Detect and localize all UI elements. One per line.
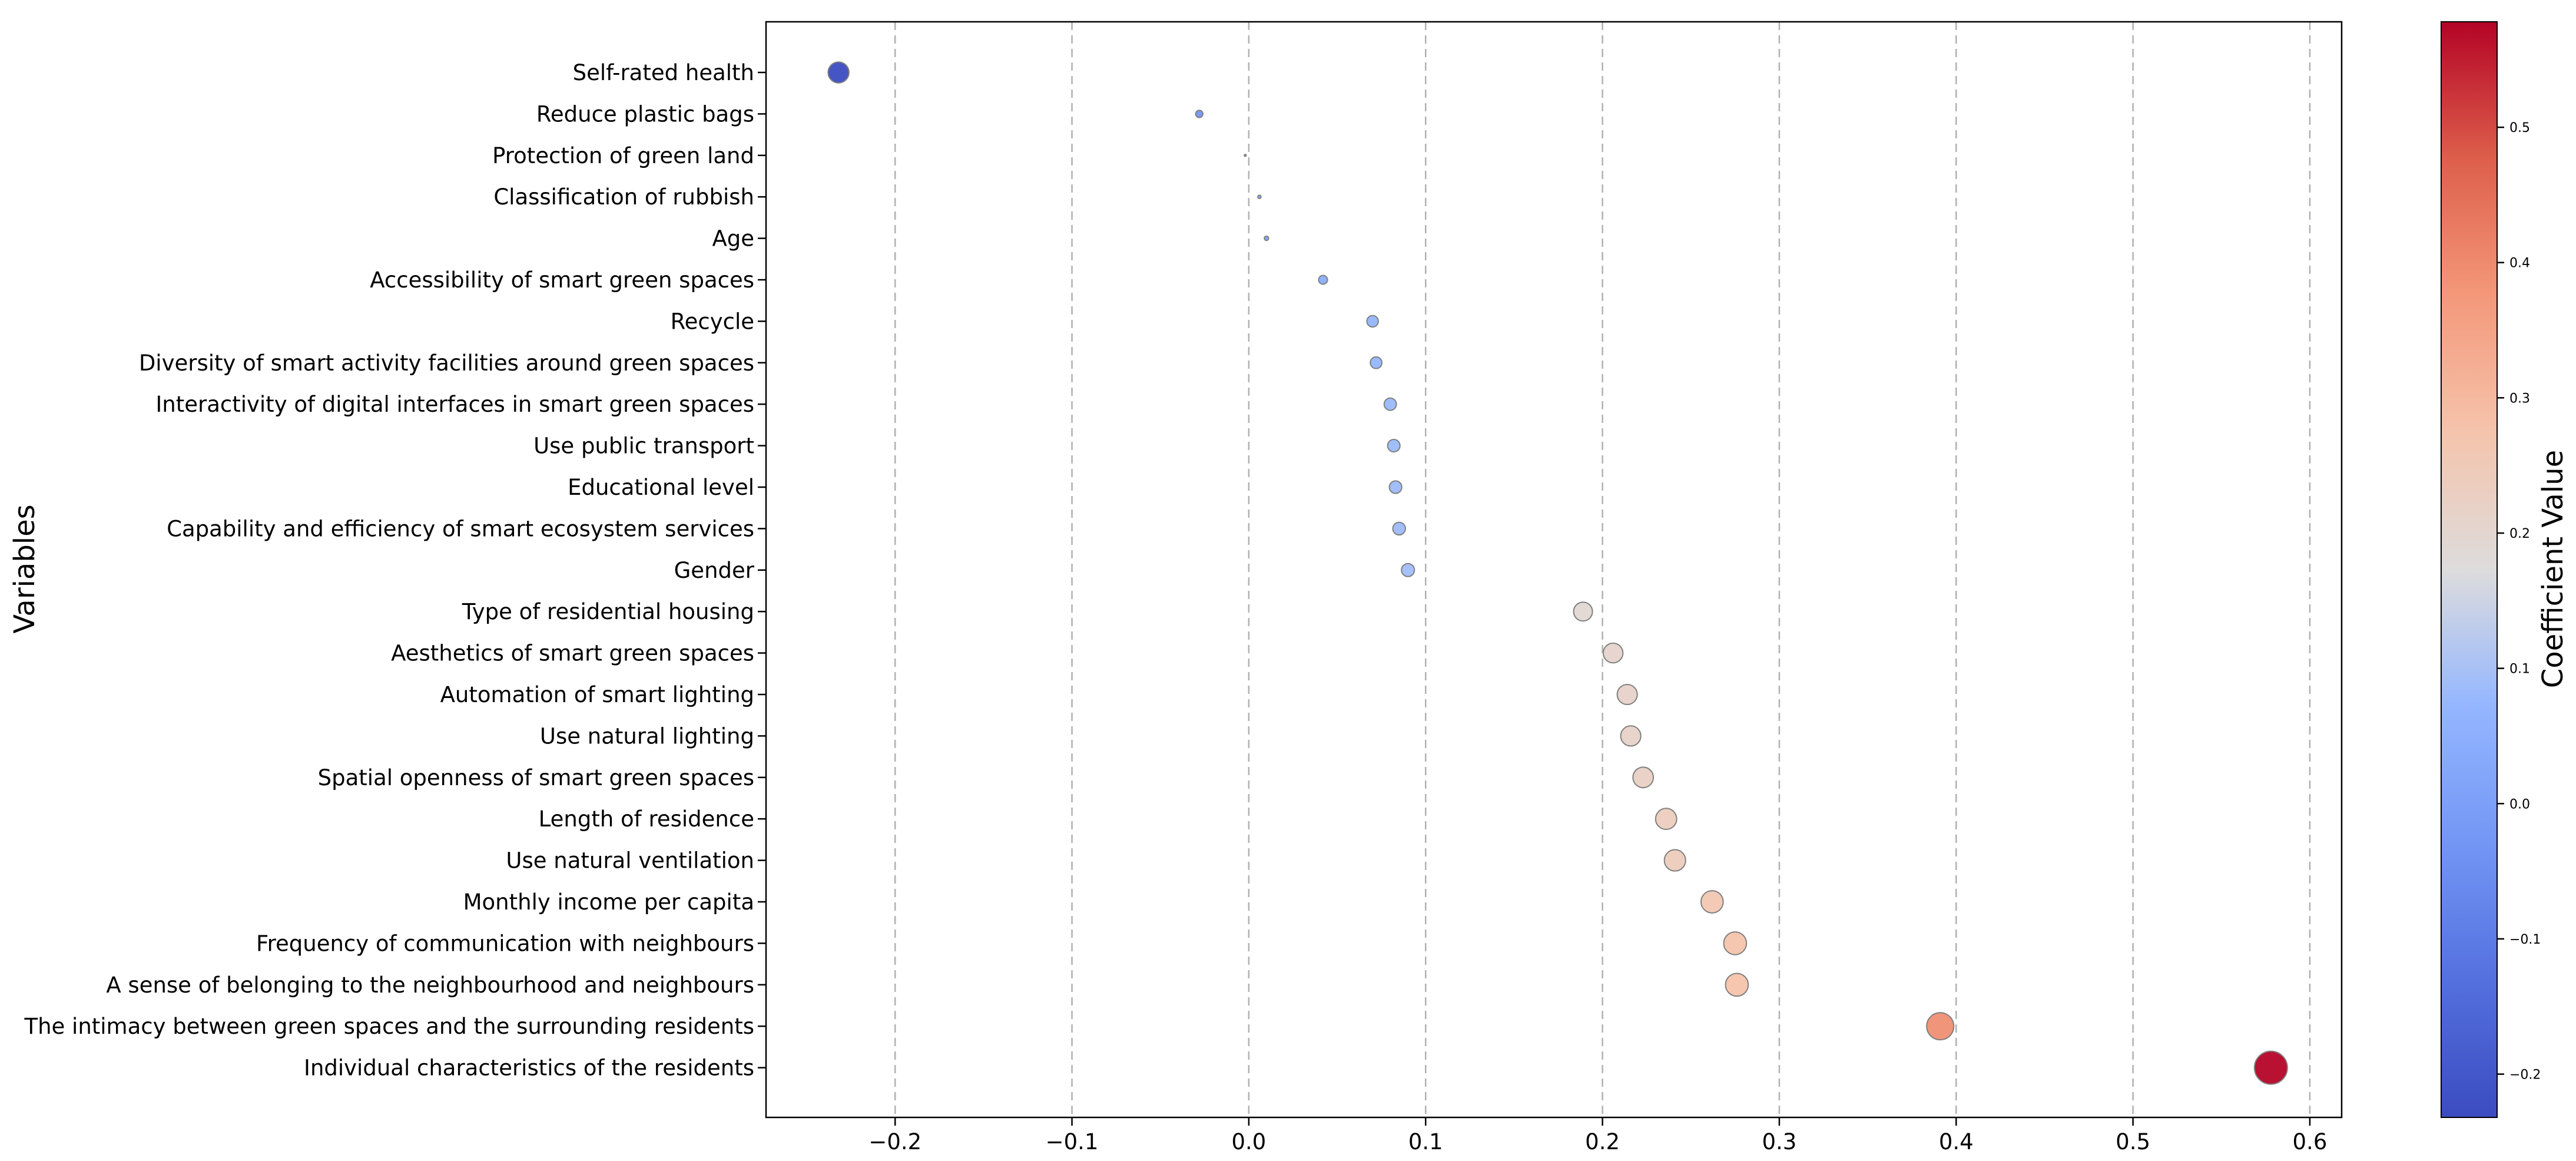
data-point [1370,356,1383,369]
data-point [1663,849,1686,872]
y-tick-label: Educational level [568,475,754,500]
data-point [1926,1012,1955,1041]
colorbar-tick-label: 0.5 [2509,121,2530,135]
x-tick-label: 0.0 [1231,1129,1266,1155]
y-tick-label: The intimacy between green spaces and th… [24,1014,754,1039]
y-tick-label: Length of residence [539,806,754,832]
x-tick-label: 0.4 [1939,1129,1974,1155]
data-point [1392,521,1406,536]
y-tick-label: Age [712,226,754,252]
x-gridlines [894,22,2311,1117]
y-tick-label: Individual characteristics of the reside… [304,1056,754,1081]
colorbar-tick-label: −0.1 [2509,932,2541,947]
data-point [2253,1050,2288,1085]
y-tick-label: Protection of green land [492,143,754,168]
x-tick-label: 0.2 [1585,1129,1620,1155]
y-tick-label: Spatial openness of smart green spaces [318,765,754,790]
data-point [1573,601,1593,622]
y-axis-ticks: Self-rated health Reduce plastic bags Prot… [24,60,766,1081]
y-tick-label: Recycle [671,309,754,334]
data-point [1383,397,1397,411]
y-tick-label: A sense of belonging to the neighbourhoo… [106,973,754,998]
data-point [1366,315,1379,328]
y-tick-label: Type of residential housing [462,599,754,624]
data-point [1620,725,1642,747]
colorbar-tick-label: 0.2 [2509,527,2530,541]
colorbar-tick-label: 0.4 [2509,256,2530,271]
data-point [1725,973,1749,997]
data-point [1700,890,1724,914]
y-tick-label: Self-rated health [573,60,754,85]
data-point [827,61,850,84]
x-tick-label: −0.2 [868,1129,921,1155]
x-tick-label: −0.1 [1046,1129,1099,1155]
y-tick-label: Monthly income per capita [463,889,754,915]
y-tick-label: Use natural ventilation [506,848,754,874]
data-point [1257,194,1262,200]
data-point [1602,642,1624,664]
data-point [1632,766,1655,789]
y-tick-label: Automation of smart lighting [440,682,754,707]
y-tick-label: Gender [674,558,755,583]
colorbar-tick-label: −0.2 [2509,1068,2541,1083]
x-tick-label: 0.6 [2293,1129,2328,1155]
data-point [1264,235,1269,242]
x-axis-ticks: −0.2 −0.1 0.0 0.1 0.2 0.3 0.4 0.5 0.6 [868,1117,2327,1155]
x-tick-label: 0.5 [2116,1129,2150,1155]
colorbar-gradient [2441,21,2498,1118]
colorbar-label: Coefficient Value [2537,450,2570,688]
colorbar-tick-label: 0.1 [2509,662,2530,677]
y-tick-label: Frequency of communication with neighbou… [256,931,754,956]
data-point [1195,110,1204,118]
colorbar: −0.2 −0.1 0.0 0.1 0.2 0.3 0.4 0.5 [2441,21,2541,1118]
data-point [1616,683,1638,706]
data-point [1655,808,1677,831]
y-tick-label: Classification of rubbish [493,184,754,210]
y-tick-label: Reduce plastic bags [536,101,754,127]
data-points [827,61,2288,1085]
y-tick-label: Use natural lighting [540,723,754,749]
data-point [1244,154,1247,157]
data-point [1388,480,1403,494]
data-point [1318,274,1328,285]
x-tick-label: 0.1 [1408,1129,1443,1155]
y-tick-label: Use public transport [533,434,754,459]
y-tick-label: Accessibility of smart green spaces [370,267,754,293]
data-point [1723,931,1748,955]
plot-frame [765,21,2343,1119]
x-tick-label: 0.3 [1762,1129,1797,1155]
y-tick-label: Interactivity of digital interfaces in s… [155,392,754,417]
colorbar-ticks: −0.2 −0.1 0.0 0.1 0.2 0.3 0.4 0.5 [2497,121,2541,1083]
y-tick-label: Capability and efficiency of smart ecosy… [167,516,754,541]
colorbar-tick-label: 0.0 [2509,797,2530,812]
data-point [1401,563,1415,577]
colorbar-tick-label: 0.3 [2509,391,2530,406]
y-tick-label: Aesthetics of smart green spaces [391,641,754,666]
data-point [1387,439,1401,453]
y-tick-label: Diversity of smart activity facilities a… [139,350,754,376]
y-axis-label: Variables [8,504,41,633]
